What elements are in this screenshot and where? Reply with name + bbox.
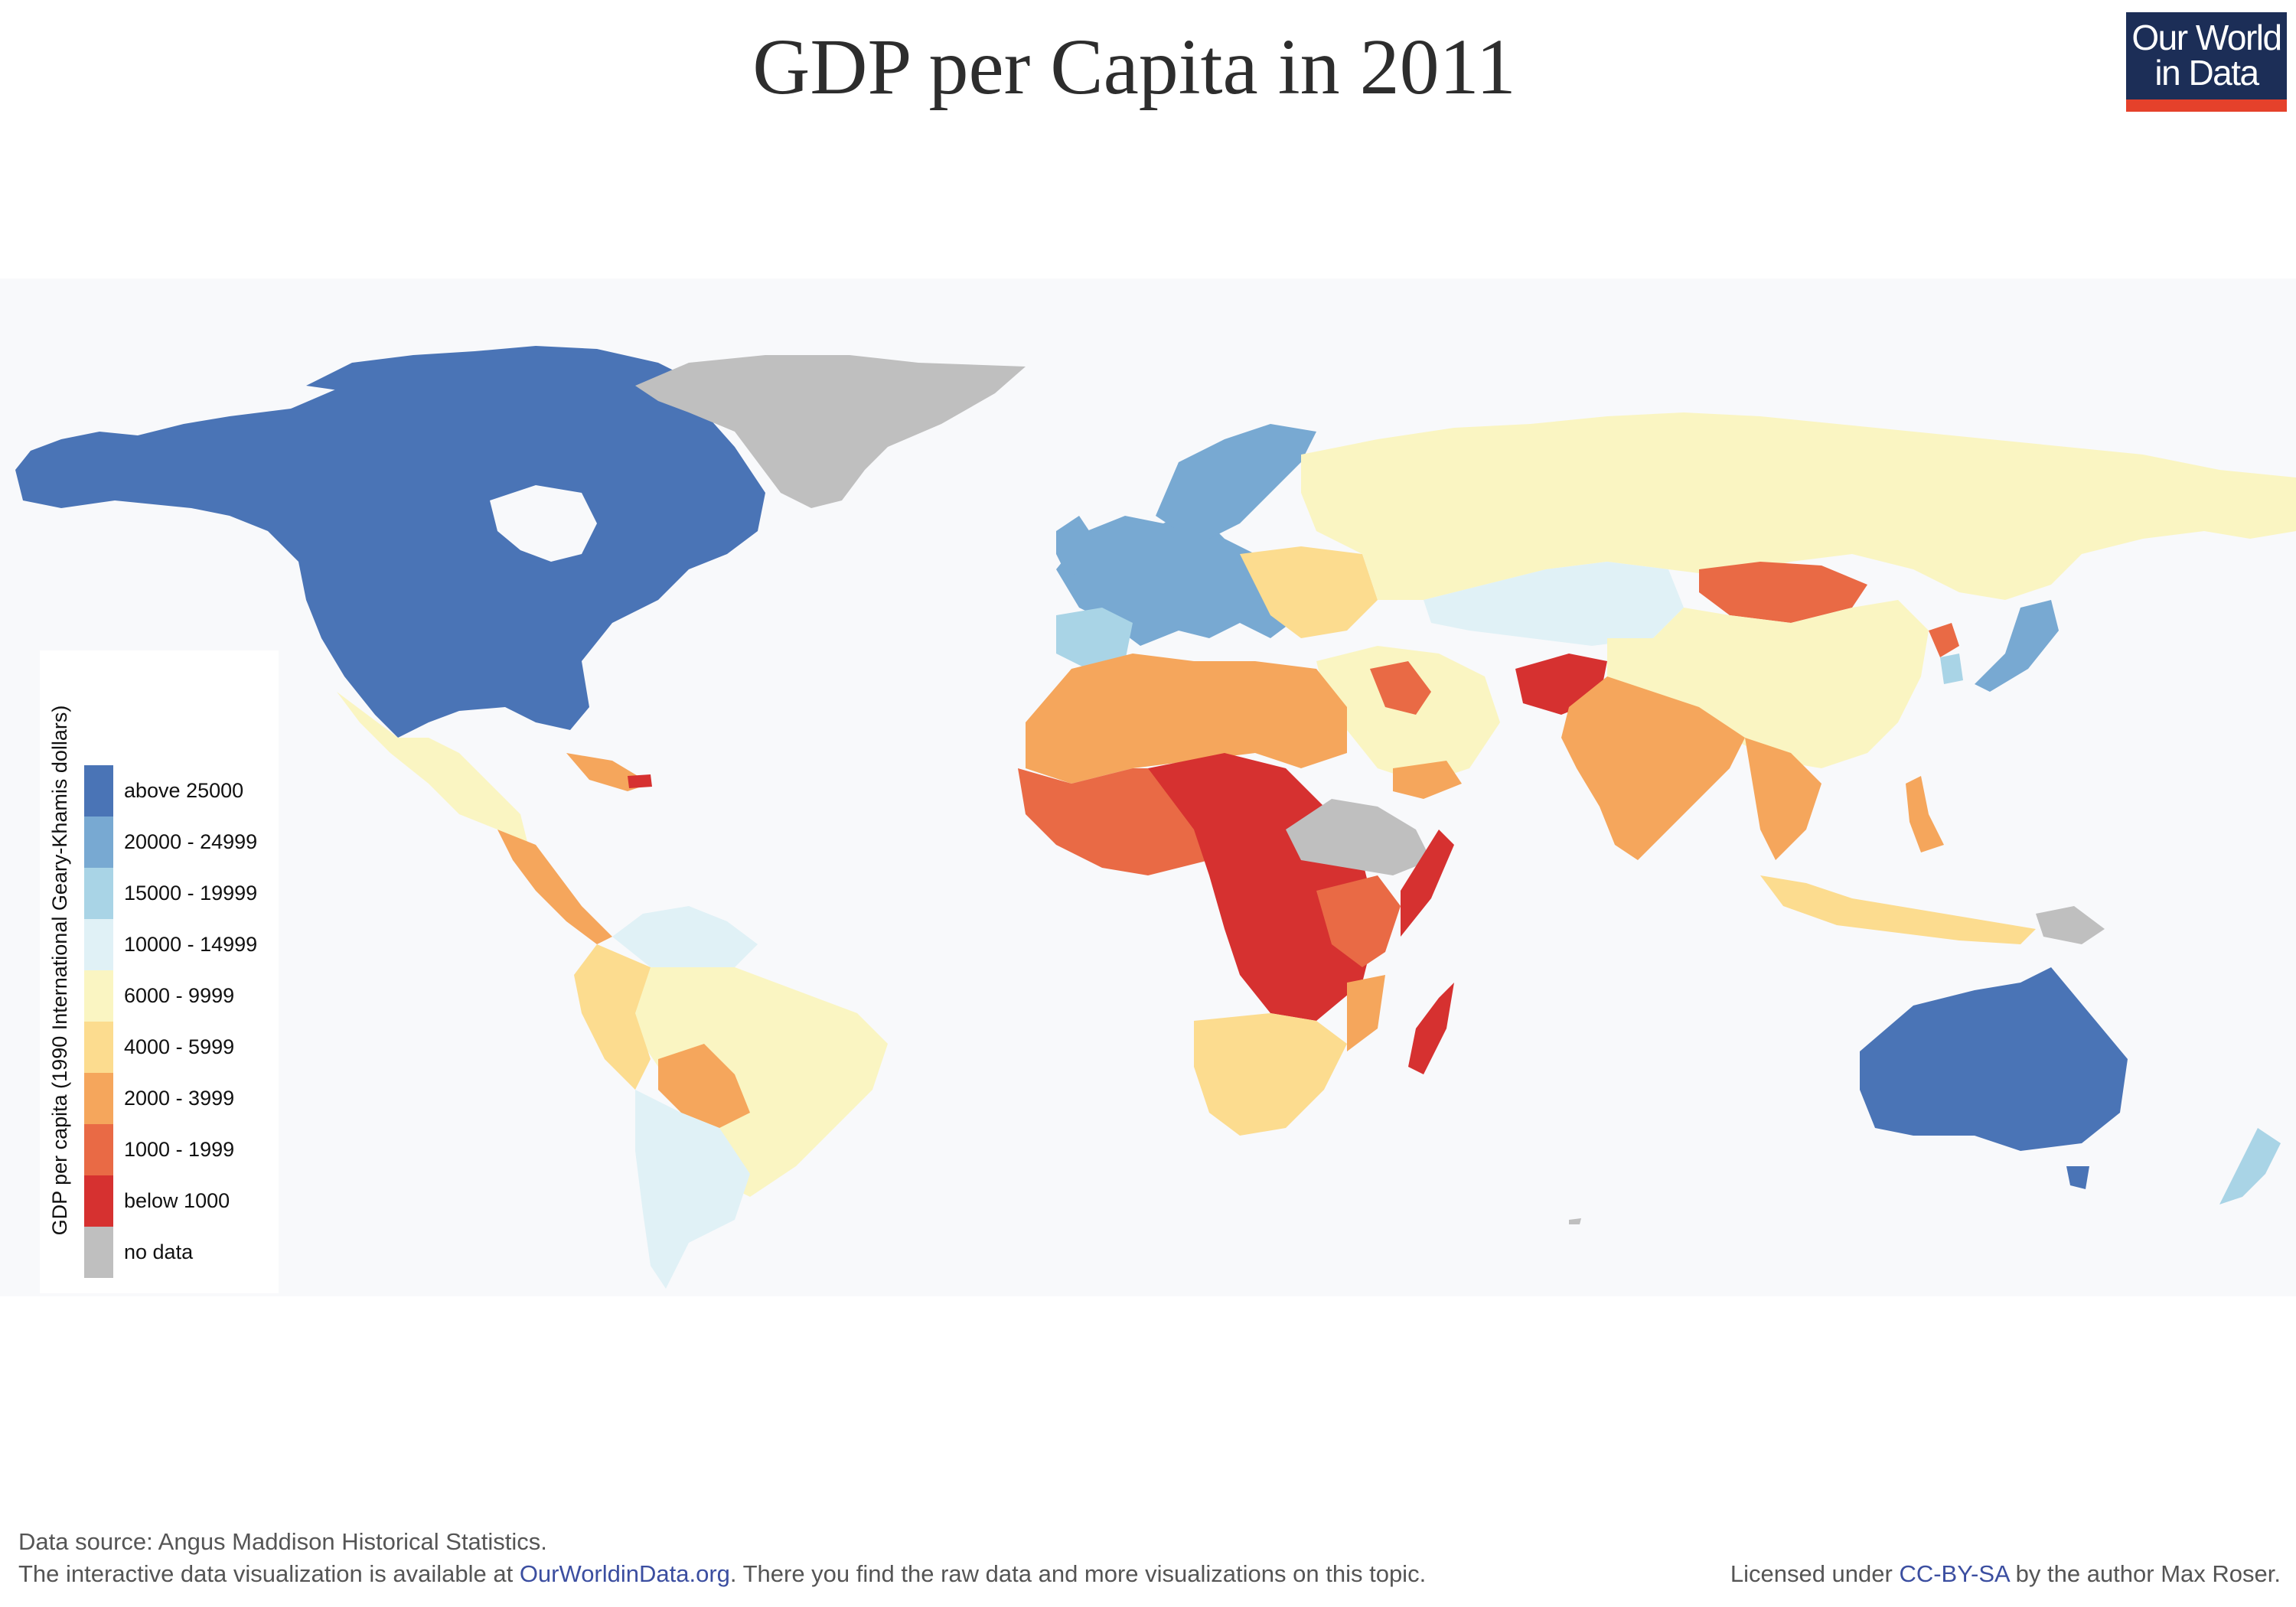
region-madagascar <box>1408 983 1454 1074</box>
legend-swatch <box>84 765 113 817</box>
region-mozambique <box>1347 975 1385 1051</box>
region-north-america <box>15 359 765 738</box>
legend-swatch <box>84 1073 113 1124</box>
region-middle-east <box>1316 646 1500 784</box>
interactive-prefix: The interactive data visualization is av… <box>18 1560 520 1587</box>
legend-swatch <box>84 919 113 970</box>
license-link[interactable]: CC-BY-SA <box>1899 1560 2010 1587</box>
owid-link[interactable]: OurWorldinData.org <box>519 1560 730 1587</box>
data-source-text: Data source: Angus Maddison Historical S… <box>18 1528 547 1555</box>
footer-source: Data source: Angus Maddison Historical S… <box>18 1526 1426 1590</box>
region-bolivia <box>658 1044 750 1128</box>
legend-label: 4000 - 5999 <box>124 1035 235 1058</box>
region-mongolia <box>1699 562 1867 623</box>
region-peru <box>574 944 651 1090</box>
region-hudson-bay <box>490 485 597 562</box>
legend-item: 6000 - 9999 <box>84 970 283 1022</box>
region-haiti <box>628 774 652 788</box>
interactive-note: The interactive data visualization is av… <box>18 1558 1426 1590</box>
legend-swatch <box>84 970 113 1022</box>
region-north-africa <box>1026 654 1347 784</box>
logo-accent-bar <box>2126 99 2287 112</box>
region-kazakhstan <box>1424 562 1684 646</box>
legend-item: no data <box>84 1227 283 1278</box>
region-western-europe <box>1056 508 1301 646</box>
region-south-korea <box>1940 654 1963 684</box>
region-british-isles <box>1056 516 1094 577</box>
legend-item: below 1000 <box>84 1175 283 1227</box>
footer-license: Licensed under CC-BY-SA by the author Ma… <box>1730 1558 2281 1590</box>
region-east-africa <box>1316 875 1401 967</box>
region-russia <box>1301 412 2296 600</box>
region-somalia <box>1401 830 1454 937</box>
region-australia <box>1860 967 2128 1151</box>
region-southern-africa <box>1194 1013 1347 1136</box>
logo-line-1: Our World <box>2131 18 2282 57</box>
legend-item: 2000 - 3999 <box>84 1073 283 1124</box>
owid-logo[interactable]: Our World in Data <box>2126 12 2287 112</box>
region-horn-of-africa <box>1286 799 1431 875</box>
legend-item: 1000 - 1999 <box>84 1124 283 1175</box>
legend-item: 4000 - 5999 <box>84 1022 283 1073</box>
legend-label: 15000 - 19999 <box>124 882 258 905</box>
region-southern-cone <box>635 1090 750 1289</box>
region-greenland <box>635 355 1026 508</box>
region-venezuela-colombia <box>612 906 758 975</box>
legend-swatch <box>84 868 113 919</box>
legend-label: 20000 - 24999 <box>124 830 258 853</box>
legend-swatch <box>84 1124 113 1175</box>
region-south-georgia <box>1569 1218 1581 1224</box>
license-prefix: Licensed under <box>1730 1560 1900 1587</box>
legend-item: 10000 - 14999 <box>84 919 283 970</box>
legend-label: no data <box>124 1240 194 1263</box>
chart-title: GDP per Capita in 2011 <box>752 23 1516 111</box>
legend-label: 1000 - 1999 <box>124 1138 235 1161</box>
region-eastern-europe <box>1240 546 1378 638</box>
legend-swatch <box>84 1227 113 1278</box>
region-mexico <box>337 692 528 845</box>
legend-label: 10000 - 14999 <box>124 933 258 956</box>
region-north-korea <box>1929 623 1959 657</box>
region-iberia <box>1056 608 1133 669</box>
legend-label: 6000 - 9999 <box>124 984 235 1007</box>
license-suffix: by the author Max Roser. <box>2009 1560 2281 1587</box>
logo-line-2: in Data <box>2154 53 2259 93</box>
region-philippines <box>1906 776 1944 852</box>
region-southeast-asia <box>1745 738 1821 860</box>
legend-label: 2000 - 3999 <box>124 1087 235 1110</box>
region-indonesia <box>1760 875 2036 944</box>
world-map <box>15 346 2296 1289</box>
region-iraq <box>1370 661 1431 715</box>
legend-label: below 1000 <box>124 1189 230 1212</box>
legend-item: 20000 - 24999 <box>84 817 283 868</box>
region-central-america <box>497 830 612 944</box>
legend-swatch <box>84 1175 113 1227</box>
legend-title: GDP per capita (1990 International Geary… <box>48 705 71 1236</box>
interactive-suffix: . There you find the raw data and more v… <box>729 1560 1427 1587</box>
region-yemen <box>1393 761 1462 799</box>
region-papua-new-guinea <box>2036 906 2105 944</box>
region-arctic-islands <box>306 346 689 393</box>
region-new-zealand <box>2219 1128 2281 1204</box>
legend-swatch <box>84 1022 113 1073</box>
legend-item: 15000 - 19999 <box>84 868 283 919</box>
legend-swatch <box>84 817 113 868</box>
region-tasmania <box>2066 1166 2089 1189</box>
legend-label: above 25000 <box>124 779 244 802</box>
region-scandinavia <box>1156 424 1316 539</box>
region-japan <box>1975 600 2059 692</box>
region-china <box>1607 600 1929 768</box>
region-india <box>1561 676 1745 860</box>
legend-item: above 25000 <box>84 765 283 817</box>
legend-panel <box>40 650 279 1293</box>
